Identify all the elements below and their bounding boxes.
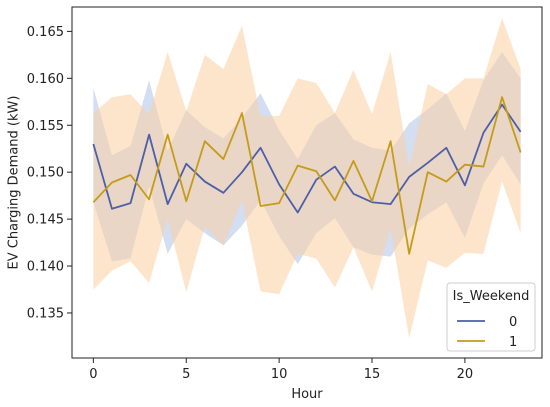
x-axis-ticks: 0 5 10 15 20 [89,358,473,382]
y-tick-label: 0.165 [27,25,64,40]
x-axis-label: Hour [291,387,323,402]
series-line-1 [92,96,522,255]
x-tick-label: 0 [89,367,97,382]
y-tick-label: 0.150 [27,166,64,181]
y-tick-label: 0.155 [27,119,64,134]
x-tick-label: 15 [364,367,381,382]
legend-title: Is_Weekend [453,289,530,304]
plot-frame [71,6,543,359]
y-tick-label: 0.135 [27,306,64,321]
legend-label-1: 1 [509,335,517,350]
x-tick-label: 20 [457,367,474,382]
series-lines [92,96,522,255]
confidence-bands [93,18,521,339]
legend-box [446,282,536,352]
x-tick-label: 10 [271,367,288,382]
legend-items: 01 [457,315,517,350]
x-tick-label: 5 [182,367,190,382]
y-axis-ticks: 0.135 0.140 0.145 0.150 0.155 0.160 0.165 [27,25,72,321]
y-tick-label: 0.160 [27,72,64,87]
series-line-0 [92,103,522,214]
confidence-band-series-1 [93,18,521,339]
y-tick-label: 0.145 [27,213,64,228]
legend: Is_Weekend 01 [446,282,536,352]
legend-label-0: 0 [509,315,517,330]
y-tick-label: 0.140 [27,260,64,275]
y-axis-label: EV Charging Demand (kW) [7,96,22,270]
